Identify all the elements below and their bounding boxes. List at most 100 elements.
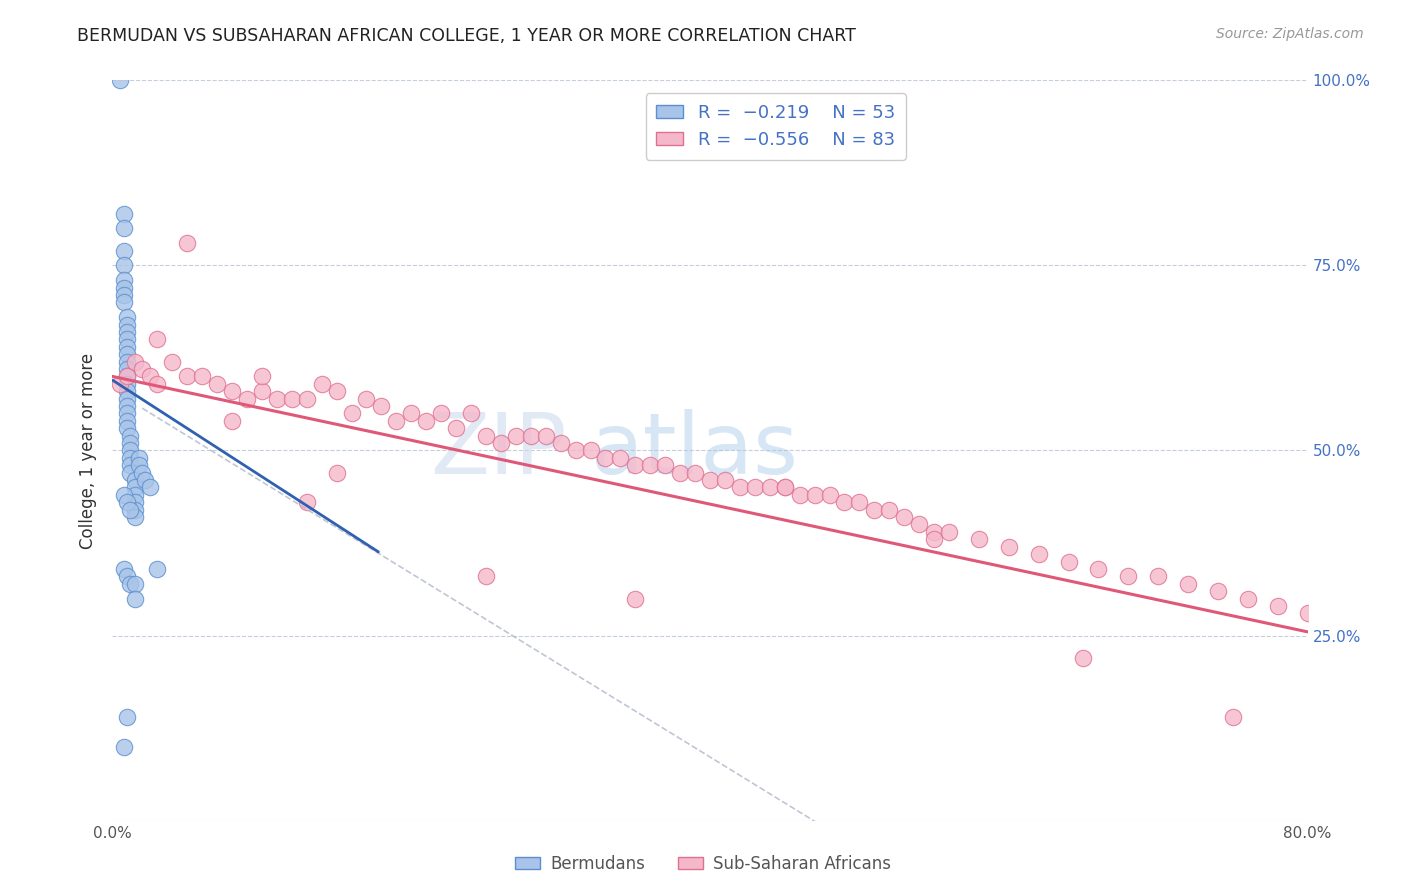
Point <box>848 495 870 509</box>
Point <box>117 340 139 354</box>
Point <box>117 376 139 391</box>
Point <box>624 591 647 606</box>
Point <box>879 502 901 516</box>
Point <box>120 428 142 442</box>
Point <box>117 407 139 421</box>
Point <box>124 502 146 516</box>
Point <box>938 524 960 539</box>
Point <box>505 428 527 442</box>
Point <box>385 414 408 428</box>
Point <box>117 399 139 413</box>
Point <box>550 436 572 450</box>
Point <box>759 480 782 494</box>
Point <box>295 495 318 509</box>
Point <box>139 369 162 384</box>
Point <box>295 392 318 406</box>
Point <box>281 392 304 406</box>
Point <box>401 407 423 421</box>
Point <box>609 450 631 465</box>
Point <box>534 428 557 442</box>
Point <box>114 280 135 294</box>
Point <box>250 369 273 384</box>
Point <box>1177 576 1199 591</box>
Point <box>1028 547 1050 561</box>
Point <box>114 273 135 287</box>
Point <box>108 73 131 87</box>
Point <box>1073 650 1095 665</box>
Point <box>139 480 162 494</box>
Point <box>131 466 153 480</box>
Point <box>1267 599 1289 613</box>
Point <box>120 502 142 516</box>
Point <box>124 488 146 502</box>
Point <box>146 562 169 576</box>
Point <box>176 236 198 251</box>
Point <box>114 295 135 310</box>
Point <box>117 318 139 332</box>
Point <box>475 569 498 583</box>
Point <box>114 488 135 502</box>
Point <box>114 288 135 302</box>
Point <box>117 310 139 325</box>
Text: BERMUDAN VS SUBSAHARAN AFRICAN COLLEGE, 1 YEAR OR MORE CORRELATION CHART: BERMUDAN VS SUBSAHARAN AFRICAN COLLEGE, … <box>77 27 856 45</box>
Point <box>134 473 156 487</box>
Point <box>114 221 135 235</box>
Point <box>117 332 139 346</box>
Point <box>176 369 198 384</box>
Point <box>120 576 142 591</box>
Point <box>922 533 945 547</box>
Point <box>1222 710 1244 724</box>
Point <box>922 524 945 539</box>
Point <box>699 473 721 487</box>
Point <box>117 325 139 339</box>
Point <box>117 569 139 583</box>
Point <box>124 473 146 487</box>
Point <box>1147 569 1170 583</box>
Point <box>789 488 811 502</box>
Point <box>120 450 142 465</box>
Point <box>117 369 139 384</box>
Point <box>120 443 142 458</box>
Point <box>124 495 146 509</box>
Text: Source: ZipAtlas.com: Source: ZipAtlas.com <box>1216 27 1364 41</box>
Point <box>325 384 347 399</box>
Point <box>114 739 135 754</box>
Point <box>120 436 142 450</box>
Point <box>131 362 153 376</box>
Point <box>640 458 662 473</box>
Point <box>669 466 692 480</box>
Point <box>117 495 139 509</box>
Point <box>475 428 498 442</box>
Point <box>114 259 135 273</box>
Point <box>108 376 131 391</box>
Point <box>460 407 482 421</box>
Point <box>1237 591 1260 606</box>
Point <box>128 450 150 465</box>
Point <box>340 407 363 421</box>
Point <box>744 480 766 494</box>
Text: ZIP: ZIP <box>430 409 567 492</box>
Legend: Bermudans, Sub-Saharan Africans: Bermudans, Sub-Saharan Africans <box>508 848 898 880</box>
Point <box>117 384 139 399</box>
Point <box>370 399 392 413</box>
Point <box>236 392 259 406</box>
Point <box>120 458 142 473</box>
Point <box>893 510 915 524</box>
Point <box>146 332 169 346</box>
Point <box>117 354 139 368</box>
Point <box>683 466 706 480</box>
Point <box>117 421 139 435</box>
Point <box>124 480 146 494</box>
Point <box>356 392 378 406</box>
Point <box>1087 562 1109 576</box>
Point <box>444 421 467 435</box>
Point <box>489 436 512 450</box>
Point <box>114 562 135 576</box>
Point <box>863 502 886 516</box>
Point <box>117 414 139 428</box>
Point <box>205 376 228 391</box>
Point <box>834 495 856 509</box>
Point <box>773 480 796 494</box>
Point <box>998 540 1021 554</box>
Point <box>908 517 931 532</box>
